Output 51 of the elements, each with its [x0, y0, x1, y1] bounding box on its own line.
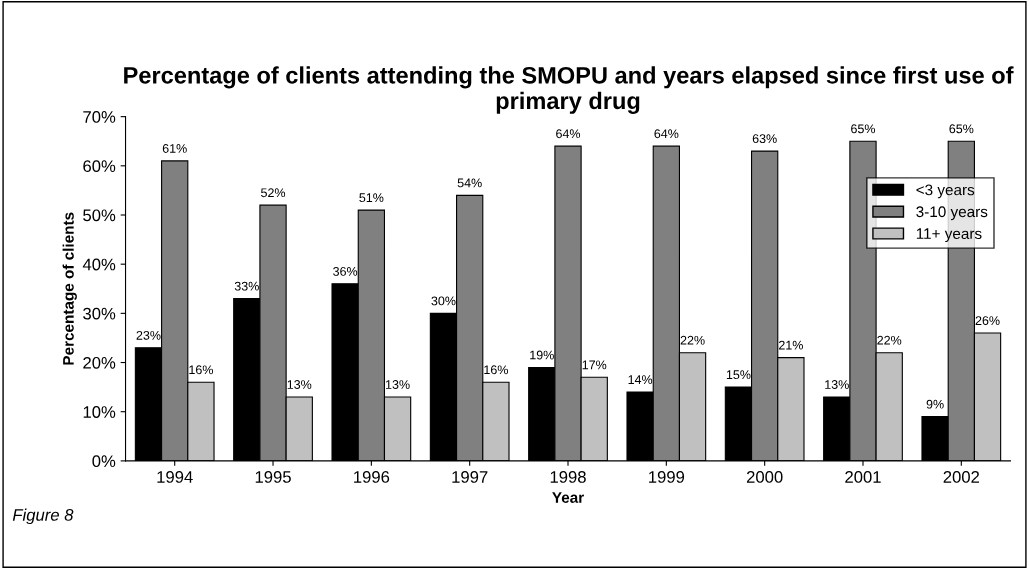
data-label: 65%: [851, 124, 876, 134]
y-tick-label: 50%: [83, 209, 116, 222]
data-label: 36%: [333, 266, 358, 276]
y-tick-label: 70%: [83, 111, 116, 123]
data-label: 14%: [628, 375, 653, 384]
data-label: 21%: [779, 340, 803, 350]
data-label: 63%: [752, 134, 777, 144]
data-label: 13%: [825, 380, 849, 389]
x-tick-label: 1996: [354, 471, 390, 483]
y-tick-label: 40%: [82, 258, 116, 271]
x-tick-label: 1999: [649, 471, 685, 483]
y-tick-label: 10%: [83, 406, 116, 418]
data-label: 64%: [654, 129, 679, 139]
data-label: 22%: [680, 335, 705, 345]
data-label: 51%: [359, 193, 384, 203]
y-axis-title: Percentage of clients: [62, 212, 77, 365]
y-tick-label: 20%: [83, 356, 116, 369]
chart-title: Percentage of clients attending the SMOPU and years elapsed since first use of primary drug: [124, 66, 1014, 114]
data-label: 52%: [261, 188, 286, 198]
data-label: 15%: [726, 370, 751, 380]
x-tick-label: 1998: [550, 471, 586, 483]
legend-label: <3 years: [916, 184, 975, 199]
x-tick-label: 2002: [943, 471, 980, 483]
data-label: 16%: [189, 365, 213, 375]
legend-label: 3-10 years: [916, 206, 988, 221]
data-label: 23%: [136, 330, 161, 340]
x-tick-label: 1994: [157, 471, 193, 483]
data-label: 33%: [234, 281, 259, 291]
legend-label: 11+ years: [916, 228, 982, 243]
data-label: 65%: [949, 124, 974, 134]
data-label: 19%: [530, 350, 554, 360]
data-label: 61%: [162, 144, 187, 153]
data-label: 13%: [386, 380, 410, 389]
x-tick-label: 2001: [845, 471, 881, 483]
data-label: 26%: [975, 316, 1000, 325]
data-label: 17%: [582, 360, 607, 370]
y-tick-label: 60%: [83, 160, 116, 173]
data-label: 64%: [556, 129, 581, 139]
y-tick-label: 0%: [92, 455, 116, 468]
data-label: 16%: [484, 365, 508, 375]
data-label: 54%: [457, 178, 482, 188]
x-tick-label: 1997: [452, 471, 488, 483]
caption: Figure 8: [12, 508, 74, 525]
data-label: 13%: [287, 380, 312, 389]
data-label: 30%: [431, 296, 456, 306]
data-label: 9%: [926, 399, 944, 409]
y-tick-label: 30%: [83, 307, 116, 320]
data-label: 22%: [877, 335, 902, 345]
x-tick-label: 2000: [746, 471, 783, 483]
x-axis-title: Year: [552, 492, 584, 503]
x-tick-label: 1995: [255, 471, 291, 483]
